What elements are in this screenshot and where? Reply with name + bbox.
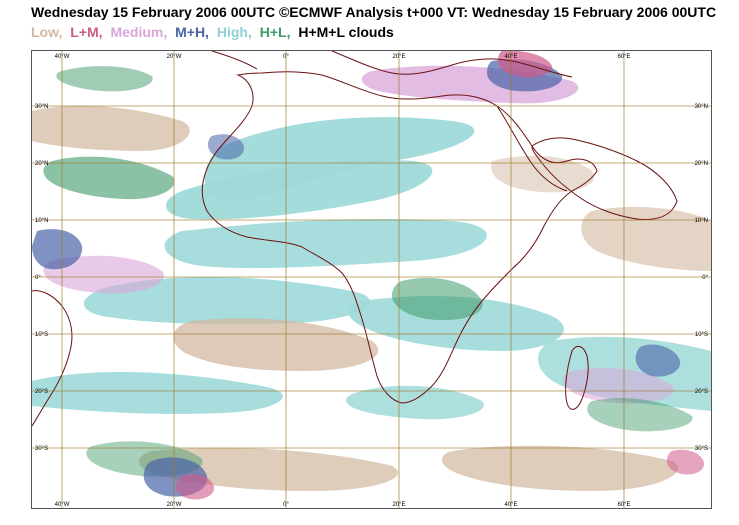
longitude-label: 0°: [283, 502, 289, 508]
longitude-label: 40°W: [55, 502, 70, 508]
high-cloud-band-equatorial: [164, 219, 487, 269]
latitude-label: 0°: [702, 275, 708, 281]
latitude-label: 30°S: [695, 446, 708, 452]
low-cloud-arabian-sea: [581, 206, 711, 271]
cloud-layer: [32, 51, 711, 500]
arabia-coastline: [531, 137, 678, 220]
latitude-label: 10°N: [695, 218, 708, 224]
legend-high: High,: [216, 24, 252, 40]
high-cloud-band-southwest: [32, 371, 283, 414]
cloud-map[interactable]: 40°W 40°W 20°W 20°W 0° 0° 20°E 20°E 40°E 40°E 60°E…: [31, 50, 712, 509]
low-mid-cloud-east: [666, 449, 705, 475]
cloud-legend: Low, L+M, Medium, M+H, High, H+L, H+M+L …: [31, 24, 398, 40]
mid-high-cloud-madagascar: [635, 344, 681, 377]
coastlines: [32, 51, 678, 427]
longitude-label: 0°: [283, 54, 289, 60]
legend-all-clouds: H+M+L clouds: [298, 24, 394, 40]
latitude-label: 10°S: [695, 332, 708, 338]
latitude-label: 30°N: [695, 104, 708, 110]
africa-coastline: [201, 71, 598, 404]
high-cloud-band-south-atlantic: [83, 276, 370, 325]
low-cloud-east-africa: [491, 155, 594, 193]
latitude-label: 20°S: [695, 389, 708, 395]
high-cloud-band-south-africa-tip: [346, 385, 484, 420]
latitude-label: 10°S: [35, 332, 48, 338]
low-cloud-north-atlantic: [32, 105, 190, 151]
europe-coastline: [211, 51, 573, 78]
legend-high-low: H+L,: [259, 24, 291, 40]
latitude-label: 20°N: [35, 161, 48, 167]
grid-lines: [32, 51, 711, 508]
high-low-cloud-west-africa-coast: [43, 156, 175, 200]
high-low-cloud-north: [56, 66, 153, 92]
high-low-cloud-southeast: [587, 398, 693, 432]
latitude-labels: 30°N 30°N 20°N 20°N 10°N 10°N 0° 0° 10°S 10°S 20°S…: [35, 104, 709, 452]
longitude-label: 40°W: [55, 54, 70, 60]
latitude-label: 0°: [35, 275, 41, 281]
high-cloud-band-sahara: [165, 160, 433, 220]
low-cloud-south-east: [441, 445, 679, 491]
low-mid-cloud-southwest: [175, 474, 215, 500]
legend-medium: Medium,: [110, 24, 168, 40]
latitude-label: 20°N: [695, 161, 708, 167]
longitude-label: 40°E: [504, 502, 517, 508]
longitude-label: 20°E: [392, 54, 405, 60]
latitude-label: 30°N: [35, 104, 48, 110]
madagascar-coastline: [565, 345, 589, 410]
latitude-label: 10°N: [35, 218, 48, 224]
longitude-labels: 40°W 40°W 20°W 20°W 0° 0° 20°E 20°E 40°E 40°E 60°E…: [55, 54, 631, 508]
red-sea-coast: [496, 105, 568, 192]
longitude-label: 60°E: [617, 54, 630, 60]
map-canvas: 40°W 40°W 20°W 20°W 0° 0° 20°E 20°E 40°E 40°E 60°E…: [32, 51, 711, 508]
latitude-label: 30°S: [35, 446, 48, 452]
map-title: Wednesday 15 February 2006 00UTC ©ECMWF …: [31, 4, 717, 20]
medium-cloud-gulf-guinea: [43, 255, 164, 294]
low-cloud-southeast-atlantic: [173, 318, 379, 371]
longitude-label: 20°E: [392, 502, 405, 508]
longitude-label: 20°W: [167, 54, 182, 60]
longitude-label: 20°W: [167, 502, 182, 508]
high-low-cloud-central-africa: [391, 277, 483, 321]
legend-medium-high: M+H,: [175, 24, 209, 40]
legend-low: Low,: [31, 24, 63, 40]
mid-high-cloud-west-central-atlantic: [32, 229, 83, 270]
longitude-label: 60°E: [617, 502, 630, 508]
longitude-label: 40°E: [504, 54, 517, 60]
latitude-label: 20°S: [35, 389, 48, 395]
mid-high-cloud-central-africa: [207, 134, 245, 160]
medium-cloud-mozambique: [563, 367, 674, 404]
south-america-coastline: [32, 290, 73, 427]
legend-low-medium: L+M,: [70, 24, 103, 40]
